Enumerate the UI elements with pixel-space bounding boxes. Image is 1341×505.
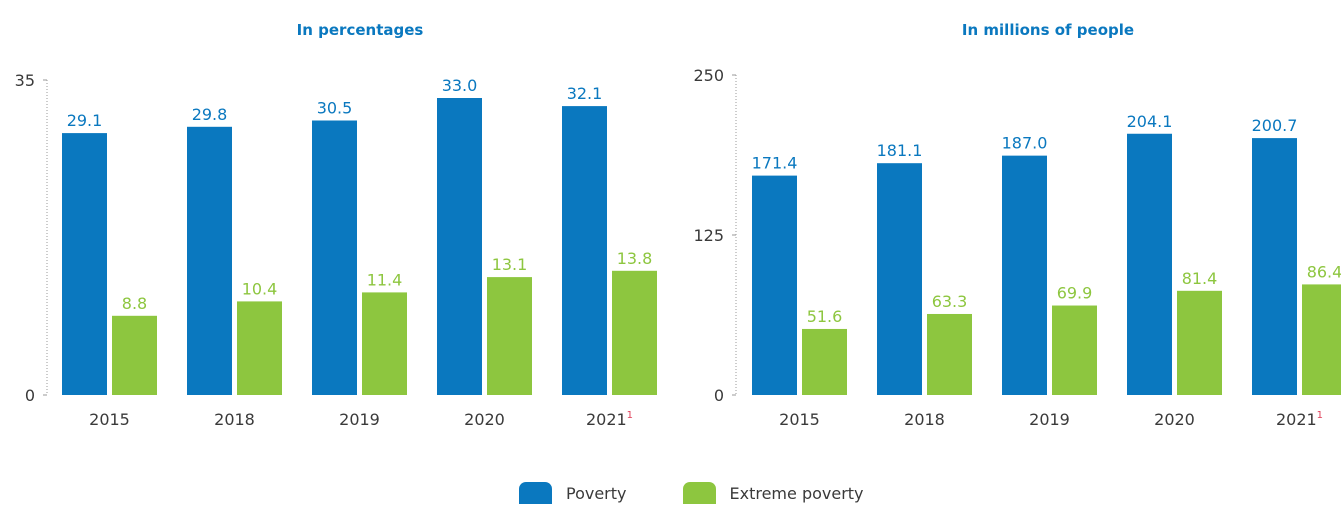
data-label-extreme-poverty-2015: 51.6 [807, 307, 843, 326]
legend-item-poverty: Poverty [519, 482, 627, 504]
chart-title: In millions of people [962, 21, 1134, 39]
data-label-extreme-poverty-2019: 11.4 [367, 270, 403, 289]
y-tick-label: 125 [693, 226, 724, 245]
data-label-poverty-2021: 32.1 [567, 84, 603, 103]
y-tick-label: 35 [15, 71, 35, 90]
bar-extreme-poverty-2019 [362, 292, 407, 395]
x-tick-label: 2015 [89, 410, 130, 429]
data-label-poverty-2018: 29.8 [192, 105, 228, 124]
bar-extreme-poverty-2018 [927, 313, 972, 395]
y-tick-label: 0 [25, 386, 35, 405]
data-label-poverty-2015: 29.1 [67, 111, 103, 130]
data-label-poverty-2020: 33.0 [442, 76, 478, 95]
data-label-extreme-poverty-2018: 63.3 [932, 292, 968, 311]
legend-swatch-extreme-poverty [682, 482, 716, 504]
data-label-extreme-poverty-2020: 81.4 [1182, 269, 1218, 288]
legend-label-extreme-poverty: Extreme poverty [729, 483, 864, 503]
bar-poverty-2020 [437, 98, 482, 395]
legend-item-extreme-poverty: Extreme poverty [682, 482, 864, 504]
bar-poverty-2021 [1252, 138, 1297, 395]
bar-extreme-poverty-2015 [802, 328, 847, 395]
bar-poverty-2015 [62, 133, 107, 395]
data-label-extreme-poverty-2018: 10.4 [242, 279, 278, 298]
data-label-poverty-2019: 30.5 [317, 99, 353, 118]
data-label-poverty-2015: 171.4 [752, 154, 798, 173]
x-tick-label: 20211 [1276, 410, 1323, 429]
legend-swatch-poverty [519, 482, 552, 504]
bar-poverty-2018 [187, 126, 232, 396]
bar-extreme-poverty-2020 [1177, 290, 1222, 395]
x-tick-label: 2019 [1029, 410, 1070, 429]
data-label-extreme-poverty-2020: 13.1 [492, 255, 528, 274]
bar-extreme-poverty-2020 [487, 277, 532, 395]
bar-extreme-poverty-2019 [1052, 305, 1097, 395]
data-label-poverty-2019: 187.0 [1002, 134, 1048, 153]
bar-poverty-2019 [1002, 155, 1047, 395]
data-label-extreme-poverty-2021: 86.4 [1307, 262, 1341, 281]
footnote-marker: 1 [627, 410, 633, 421]
bar-extreme-poverty-2015 [112, 315, 157, 395]
data-label-extreme-poverty-2015: 8.8 [122, 294, 147, 313]
legend: Poverty Extreme poverty [519, 481, 920, 505]
bar-poverty-2018 [877, 163, 922, 395]
bar-extreme-poverty-2021 [612, 270, 657, 395]
x-tick-label: 2018 [214, 410, 255, 429]
footnote-marker: 1 [1317, 410, 1323, 421]
chart-2: In millions of people 0 125 250 171.4 51.6 201… [693, 21, 1341, 429]
data-label-poverty-2020: 204.1 [1127, 112, 1173, 131]
data-label-poverty-2018: 181.1 [877, 141, 923, 160]
legend-label-poverty: Poverty [566, 483, 627, 503]
bar-extreme-poverty-2018 [237, 301, 282, 395]
x-tick-label: 2020 [464, 410, 505, 429]
y-tick-label: 250 [693, 66, 724, 85]
chart-1: In percentages 0 35 29.1 8.8 2015 29.8 10.4 2018… [15, 21, 657, 429]
bar-poverty-2019 [312, 120, 357, 395]
data-label-extreme-poverty-2021: 13.8 [617, 249, 653, 268]
x-tick-label: 20211 [586, 410, 633, 429]
data-label-poverty-2021: 200.7 [1252, 116, 1298, 135]
x-tick-label: 2018 [904, 410, 945, 429]
y-tick-label: 0 [714, 386, 724, 405]
bar-extreme-poverty-2021 [1302, 284, 1341, 395]
x-tick-label: 2020 [1154, 410, 1195, 429]
bar-poverty-2021 [562, 106, 607, 395]
x-tick-label: 2019 [339, 410, 380, 429]
chart-title: In percentages [297, 21, 424, 39]
data-label-extreme-poverty-2019: 69.9 [1057, 284, 1093, 303]
bar-poverty-2020 [1127, 133, 1172, 395]
x-tick-label: 2015 [779, 410, 820, 429]
bar-poverty-2015 [752, 175, 797, 395]
